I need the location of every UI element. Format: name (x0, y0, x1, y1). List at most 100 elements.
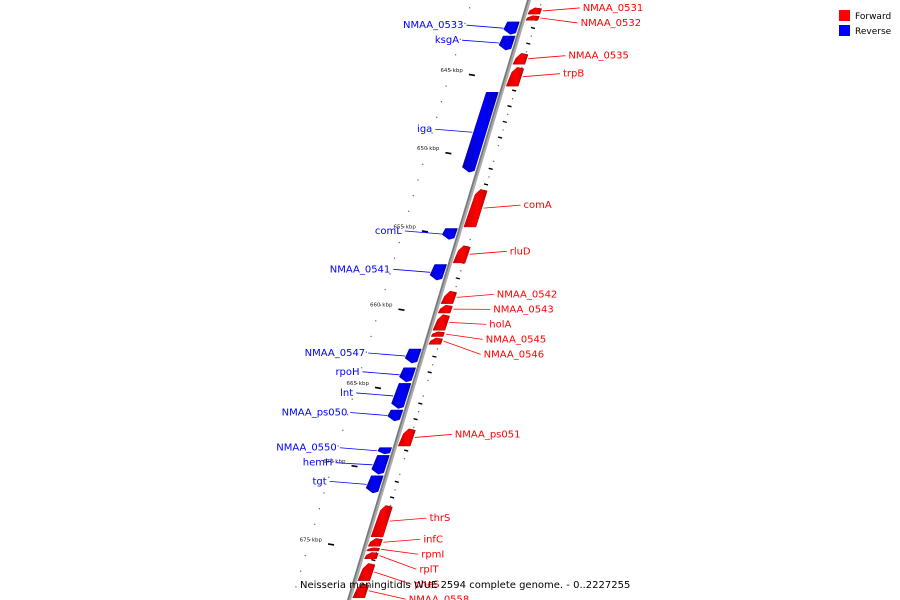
gene-NMAA_ps051-forward[interactable] (397, 428, 416, 447)
gene-label-leader (466, 24, 504, 29)
gene-lnt-reverse[interactable] (391, 383, 412, 409)
tick-dot (464, 22, 466, 25)
gene-label-lnt[interactable]: lnt (340, 388, 353, 399)
minor-tick (507, 105, 512, 108)
gene-label-NMAA_0532[interactable]: NMAA_0532 (581, 18, 642, 29)
gene-NMAA_0543-forward[interactable] (437, 304, 453, 314)
gene-NMAA_0535-forward[interactable] (512, 52, 529, 65)
gene-label-rpmI[interactable]: rpmI (421, 549, 444, 560)
gene-label-leader (435, 128, 473, 133)
gene-rpoH-reverse[interactable] (399, 367, 417, 383)
gene-NMAA_0541-reverse[interactable] (429, 264, 448, 281)
gene-label-NMAA_0543[interactable]: NMAA_0543 (493, 304, 554, 315)
tick-dot (521, 66, 523, 69)
gene-comA-forward[interactable] (463, 189, 488, 228)
gene-label-iga[interactable]: iga (417, 124, 432, 135)
gene-NMAA_0542-forward[interactable] (440, 290, 458, 304)
gene-NMAA_0546-forward[interactable] (428, 337, 443, 345)
gene-label-tgt[interactable]: tgt (312, 476, 326, 487)
tick-label: 665 kbp (347, 381, 370, 387)
tick-label: 655 kbp (394, 224, 417, 230)
tick-dot (346, 414, 349, 416)
gene-label-leader (443, 340, 481, 355)
minor-tick (483, 183, 489, 186)
gene-label-NMAA_0541[interactable]: NMAA_0541 (330, 264, 391, 275)
gene-hemH-reverse[interactable] (371, 455, 390, 475)
gene-NMAA_0533-reverse[interactable] (503, 21, 520, 35)
tick-dot (455, 285, 457, 288)
gene-label-leader (329, 480, 367, 485)
gene-thrS-forward[interactable] (370, 505, 393, 538)
gene-label-NMAA_0545[interactable]: NMAA_0545 (486, 334, 547, 345)
tick-label: 660 kbp (370, 303, 393, 309)
gene-NMAA_0531-forward[interactable] (527, 7, 543, 15)
gene-label-rplT[interactable]: rplT (419, 564, 439, 575)
gene-label-ksgA[interactable]: ksgA (435, 35, 459, 46)
gene-NMAA_0532-forward[interactable] (525, 15, 540, 21)
gene-label-NMAA_0558[interactable]: NMAA_0558 (409, 594, 470, 600)
gene-NMAA_0550-reverse[interactable] (377, 447, 393, 455)
gene-label-leader (350, 412, 388, 416)
major-tick (421, 230, 429, 233)
tick-label: 670 kbp (323, 459, 346, 465)
tick-dot (328, 476, 330, 479)
tick-dot (431, 364, 434, 366)
gene-label-NMAA_0533[interactable]: NMAA_0533 (403, 20, 464, 31)
gene-NMAA_0545-forward[interactable] (430, 331, 445, 337)
gene-tgt-reverse[interactable] (365, 475, 384, 494)
gene-rluD-forward[interactable] (452, 245, 471, 264)
gene-comL-reverse[interactable] (441, 228, 458, 240)
gene-trpB-forward[interactable] (505, 67, 525, 87)
gene-label-NMAA_0542[interactable]: NMAA_0542 (497, 289, 558, 300)
gene-label-infC[interactable]: infC (423, 534, 443, 545)
gene-label-thrS[interactable]: thrS (430, 513, 451, 524)
gene-pheS-forward[interactable] (357, 563, 376, 581)
tick-dot (507, 113, 509, 116)
gene-label-hemH[interactable]: hemH (303, 458, 333, 469)
gene-label-pheS[interactable]: pheS (414, 579, 439, 590)
gene-label-leader (383, 538, 421, 543)
gene-label-holA[interactable]: holA (489, 319, 511, 330)
tick-label: 650 kbp (417, 146, 440, 152)
tick-dot (375, 320, 377, 322)
gene-label-NMAA_ps051[interactable]: NMAA_ps051 (455, 429, 521, 440)
gene-label-trpB[interactable]: trpB (563, 69, 584, 80)
gene-label-leader (542, 7, 580, 12)
gene-label-NMAA_0535[interactable]: NMAA_0535 (568, 51, 629, 62)
gene-rpmI-forward[interactable] (366, 547, 381, 552)
tick-dot (525, 51, 528, 53)
gene-NMAA_0558-forward[interactable] (352, 583, 370, 599)
legend: Forward Reverse (839, 10, 892, 37)
tick-dot (356, 382, 358, 385)
major-tick (327, 543, 335, 546)
gene-NMAA_0547-reverse[interactable] (404, 348, 422, 364)
gene-label-comA[interactable]: comA (524, 200, 552, 211)
tick-dot (389, 273, 391, 275)
gene-rplT-forward[interactable] (363, 552, 379, 559)
gene-label-NMAA_0531[interactable]: NMAA_0531 (583, 3, 644, 14)
gene-label-NMAA_0547[interactable]: NMAA_0547 (305, 348, 366, 359)
tick-label: 645 kbp (440, 68, 463, 74)
gene-label-leader (374, 571, 412, 585)
gene-label-leader (389, 517, 427, 522)
major-tick (468, 73, 476, 77)
gene-label-leader (445, 333, 483, 340)
tick-dot (323, 492, 325, 494)
major-tick (374, 386, 382, 390)
gene-NMAA_ps050-reverse[interactable] (387, 409, 404, 422)
tick-dot (539, 4, 542, 6)
gene-label-NMAA_0550[interactable]: NMAA_0550 (276, 443, 337, 454)
gene-label-rluD[interactable]: rluD (510, 246, 531, 257)
gene-label-NMAA_0546[interactable]: NMAA_0546 (484, 349, 545, 360)
gene-holA-forward[interactable] (432, 314, 450, 331)
tick-dot (393, 257, 396, 259)
gene-label-NMAA_ps050[interactable]: NMAA_ps050 (282, 408, 348, 419)
gene-label-rpoH[interactable]: rpoH (335, 367, 359, 378)
gene-infC-forward[interactable] (367, 538, 383, 547)
gene-ksgA-reverse[interactable] (498, 35, 516, 51)
tick-dot (459, 38, 461, 40)
gene-label-comL[interactable]: comL (375, 226, 402, 237)
gene-label-leader (404, 230, 442, 235)
major-tick (351, 464, 358, 468)
gene-iga-reverse[interactable] (462, 92, 499, 173)
